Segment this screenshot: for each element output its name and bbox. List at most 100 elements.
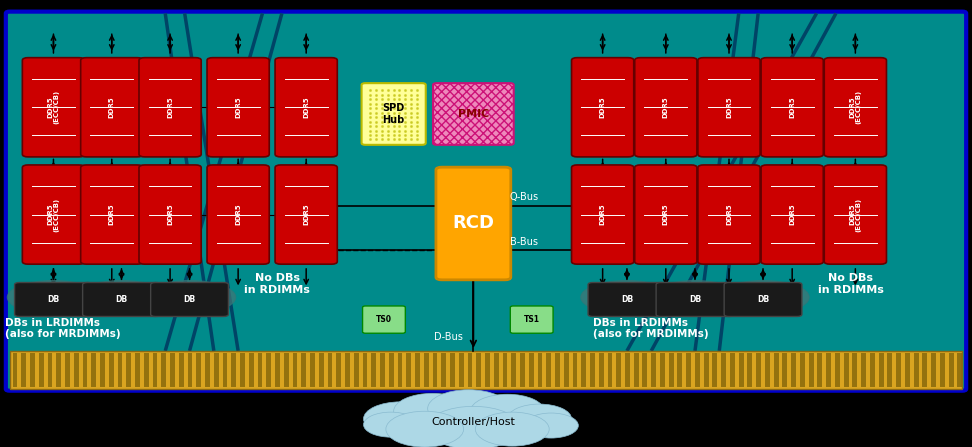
Circle shape	[428, 390, 509, 427]
Bar	[511, 353, 516, 387]
FancyBboxPatch shape	[81, 165, 143, 264]
Bar	[651, 353, 656, 387]
Bar	[109, 353, 114, 387]
Text: DDR5
(ECC/CB): DDR5 (ECC/CB)	[48, 198, 59, 232]
FancyBboxPatch shape	[275, 58, 337, 157]
Text: DDR5: DDR5	[303, 204, 309, 225]
Bar	[800, 353, 805, 387]
Bar	[196, 353, 201, 387]
Bar	[642, 353, 647, 387]
Bar	[765, 353, 770, 387]
Bar	[380, 353, 385, 387]
Text: DDR5
(ECC/CB): DDR5 (ECC/CB)	[850, 90, 861, 124]
Bar	[319, 353, 324, 387]
Bar	[433, 353, 437, 387]
Bar	[520, 353, 525, 387]
Bar	[214, 353, 219, 387]
Bar	[616, 353, 621, 387]
Bar	[625, 353, 630, 387]
Text: DB: DB	[621, 295, 633, 304]
Bar	[179, 353, 184, 387]
Ellipse shape	[7, 281, 100, 314]
FancyBboxPatch shape	[510, 306, 553, 333]
Text: DDR5: DDR5	[663, 97, 669, 118]
Bar	[293, 353, 297, 387]
Bar	[608, 353, 612, 387]
Bar	[231, 353, 236, 387]
FancyBboxPatch shape	[15, 283, 92, 316]
Ellipse shape	[76, 281, 167, 314]
Bar	[957, 353, 962, 387]
Text: DDR5: DDR5	[167, 97, 173, 118]
Bar	[258, 353, 262, 387]
Text: DDR5: DDR5	[303, 97, 309, 118]
FancyBboxPatch shape	[151, 283, 228, 316]
Bar	[914, 353, 919, 387]
Bar	[922, 353, 927, 387]
Text: DDR5: DDR5	[600, 204, 606, 225]
Bar	[310, 353, 315, 387]
Bar	[30, 353, 35, 387]
FancyBboxPatch shape	[275, 165, 337, 264]
Bar	[406, 353, 411, 387]
Bar	[21, 353, 26, 387]
Bar	[188, 353, 192, 387]
Text: DDR5: DDR5	[726, 204, 732, 225]
Bar	[730, 353, 735, 387]
Bar	[721, 353, 726, 387]
Ellipse shape	[581, 281, 673, 314]
Bar	[441, 353, 446, 387]
Bar	[695, 353, 700, 387]
Text: B-Bus: B-Bus	[509, 237, 538, 247]
Bar	[371, 353, 376, 387]
FancyBboxPatch shape	[824, 165, 886, 264]
Bar	[415, 353, 420, 387]
Ellipse shape	[717, 281, 809, 314]
Bar	[756, 353, 761, 387]
Bar	[389, 353, 394, 387]
FancyBboxPatch shape	[572, 58, 634, 157]
Bar	[240, 353, 245, 387]
FancyBboxPatch shape	[22, 58, 85, 157]
Text: Q-Bus: Q-Bus	[509, 192, 538, 202]
Bar	[782, 353, 787, 387]
Bar	[538, 353, 542, 387]
Text: RCD: RCD	[452, 215, 495, 232]
Bar	[161, 353, 166, 387]
Bar	[686, 353, 691, 387]
Bar	[573, 353, 577, 387]
Bar	[774, 353, 779, 387]
Bar	[398, 353, 402, 387]
Bar	[835, 353, 840, 387]
Circle shape	[475, 412, 549, 446]
Circle shape	[364, 402, 437, 436]
Bar	[249, 353, 254, 387]
FancyBboxPatch shape	[724, 283, 802, 316]
Bar	[852, 353, 857, 387]
Text: DDR5: DDR5	[109, 97, 115, 118]
Bar	[677, 353, 682, 387]
Text: TS0: TS0	[376, 315, 392, 324]
FancyBboxPatch shape	[22, 165, 85, 264]
FancyBboxPatch shape	[434, 83, 513, 145]
Bar	[48, 353, 52, 387]
FancyBboxPatch shape	[139, 58, 201, 157]
Bar	[153, 353, 157, 387]
FancyBboxPatch shape	[6, 12, 966, 391]
Bar	[301, 353, 306, 387]
Bar	[65, 353, 70, 387]
Circle shape	[427, 406, 520, 447]
Bar	[363, 353, 367, 387]
Bar	[844, 353, 849, 387]
FancyBboxPatch shape	[761, 165, 823, 264]
Bar	[485, 353, 490, 387]
Bar	[590, 353, 595, 387]
Bar	[135, 353, 140, 387]
FancyBboxPatch shape	[81, 58, 143, 157]
Bar	[144, 353, 149, 387]
FancyBboxPatch shape	[761, 58, 823, 157]
Text: SPD
Hub: SPD Hub	[383, 103, 404, 125]
Ellipse shape	[649, 281, 741, 314]
Bar	[126, 353, 131, 387]
Bar	[949, 353, 954, 387]
